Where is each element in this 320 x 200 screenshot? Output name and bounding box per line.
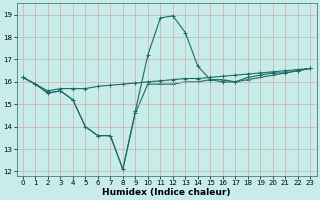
X-axis label: Humidex (Indice chaleur): Humidex (Indice chaleur) [102, 188, 231, 197]
